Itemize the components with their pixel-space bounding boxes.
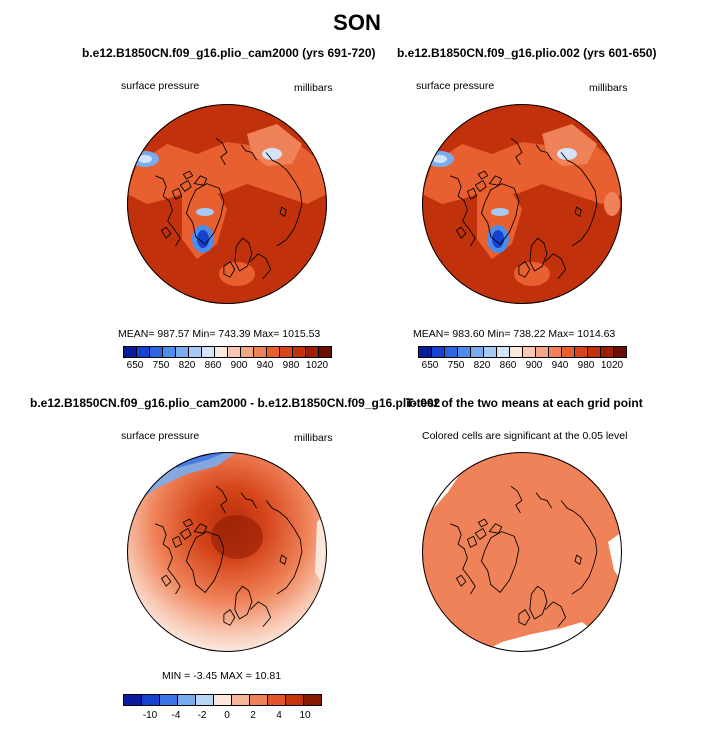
colorbar-top-right — [418, 346, 627, 358]
colorbar-top-left — [123, 346, 332, 358]
tick-label: 650 — [126, 360, 144, 371]
tick-label: 650 — [421, 360, 439, 371]
tick-label: 900 — [525, 360, 543, 371]
map-top-right — [422, 104, 622, 304]
variable-label-bottom-left: surface pressure — [121, 430, 200, 442]
tick-label: 940 — [551, 360, 569, 371]
tick-label: 750 — [152, 360, 170, 371]
panel-title-top-right: b.e12.B1850CN.f09_g16.plio.002 (yrs 601-… — [397, 46, 657, 60]
tick-label: -2 — [197, 710, 207, 721]
tick-label: -4 — [171, 710, 181, 721]
map-bottom-right — [422, 452, 622, 652]
panel-title-bottom-right: T-test of the two means at each grid poi… — [406, 396, 643, 410]
panel-title-top-left: b.e12.B1850CN.f09_g16.plio_cam2000 (yrs … — [82, 46, 376, 60]
tick-label: 10 — [299, 710, 311, 721]
map-top-left — [127, 104, 327, 304]
tick-label: 980 — [577, 360, 595, 371]
tick-label: 1020 — [600, 360, 624, 371]
tick-label: 4 — [276, 710, 282, 721]
map-bottom-left — [127, 452, 327, 652]
units-label-top-left: millibars — [294, 82, 333, 94]
variable-label-top-right: surface pressure — [416, 80, 495, 92]
tick-label: 0 — [224, 710, 230, 721]
tick-label: 900 — [230, 360, 248, 371]
stats-top-right: MEAN= 983.60 Min= 738.22 Max= 1014.63 — [413, 328, 616, 340]
units-label-bottom-left: millibars — [294, 432, 333, 444]
tick-label: -10 — [142, 710, 158, 721]
subtitle-bottom-right: Colored cells are significant at the 0.0… — [422, 430, 628, 442]
variable-label-top-left: surface pressure — [121, 80, 200, 92]
tick-label: 1020 — [305, 360, 329, 371]
tick-label: 860 — [499, 360, 517, 371]
units-label-top-right: millibars — [589, 82, 628, 94]
colorbar-bottom-left — [123, 694, 322, 706]
tick-label: 820 — [473, 360, 491, 371]
tick-label: 940 — [256, 360, 274, 371]
tick-label: 820 — [178, 360, 196, 371]
main-title: SON — [333, 10, 381, 35]
tick-label: 2 — [250, 710, 256, 721]
stats-top-left: MEAN= 987.57 Min= 743.39 Max= 1015.53 — [118, 328, 321, 340]
tick-label: 980 — [282, 360, 300, 371]
tick-label: 750 — [447, 360, 465, 371]
tick-label: 860 — [204, 360, 222, 371]
stats-bottom-left: MIN = -3.45 MAX = 10.81 — [162, 670, 282, 682]
panel-title-bottom-left: b.e12.B1850CN.f09_g16.plio_cam2000 - b.e… — [30, 396, 441, 410]
